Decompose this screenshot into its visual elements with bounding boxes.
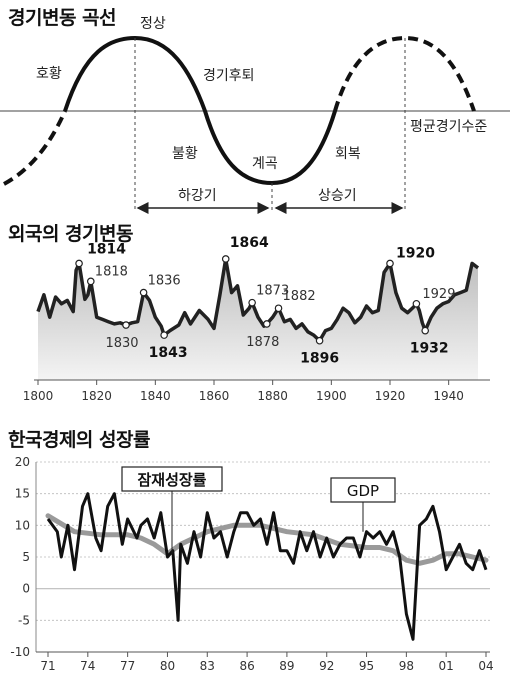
label-up-phase: 상승기 <box>318 188 357 204</box>
foreign-point-label: 1873 <box>256 284 289 299</box>
korea-x-tick-label: 92 <box>319 659 334 673</box>
foreign-tick-label: 1840 <box>140 389 171 403</box>
korea-x-tick-label: 01 <box>439 659 454 673</box>
cycle-title: 경기변동 곡선 <box>8 7 116 29</box>
foreign-cycle-panel: 외국의 경기변동 1800 1820 1840 1860 1880 1900 1920 194… <box>8 223 490 403</box>
label-recession: 경기후퇴 <box>203 68 255 84</box>
korea-y-ticks: 20 15 10 5 0 -5 -10 <box>10 455 37 659</box>
foreign-tick-label: 1940 <box>433 389 464 403</box>
potential-callout: 잠재성장률 <box>121 466 223 554</box>
foreign-x-ticks: 1800 1820 1840 1860 1880 1900 1920 1940 <box>23 380 464 403</box>
foreign-tick-label: 1800 <box>23 389 54 403</box>
foreign-point-marker <box>160 331 168 339</box>
gdp-callout-label: GDP <box>347 482 379 500</box>
korea-grid <box>36 461 490 653</box>
korea-y-tick-label: 10 <box>15 518 30 532</box>
foreign-point-marker <box>274 304 283 313</box>
cycle-curve-solid <box>63 35 337 186</box>
label-average: 평균경기수준 <box>410 119 487 135</box>
foreign-point-marker <box>122 321 130 329</box>
foreign-point-label: 1932 <box>410 341 449 357</box>
korea-y-tick-label: -10 <box>10 645 30 659</box>
foreign-point-marker <box>386 259 394 268</box>
foreign-point-label: 1814 <box>87 241 126 257</box>
korea-x-tick-label: 80 <box>160 659 175 673</box>
foreign-point-label: 1864 <box>230 235 269 251</box>
korea-growth-panel: 한국경제의 성장률 20 15 10 5 0 -5 -10 71 74 77 80 83 86 89 92… <box>8 429 494 673</box>
foreign-point-label: 1836 <box>148 274 181 289</box>
foreign-point-marker <box>421 326 430 335</box>
foreign-point-marker <box>248 298 256 307</box>
korea-title: 한국경제의 성장률 <box>8 429 150 451</box>
label-trough: 계곡 <box>252 156 278 172</box>
label-slump: 불황 <box>172 146 198 162</box>
label-down-phase: 하강기 <box>178 188 217 204</box>
foreign-point-label: 1878 <box>246 335 279 350</box>
foreign-point-label: 1818 <box>95 264 128 279</box>
potential-callout-label: 잠재성장률 <box>137 471 206 489</box>
foreign-point-label: 1843 <box>149 345 188 361</box>
foreign-point-marker <box>221 255 230 263</box>
foreign-point-marker <box>139 288 148 297</box>
foreign-point-label: 1896 <box>300 351 339 367</box>
gdp-growth-line <box>46 492 488 641</box>
gdp-callout-box <box>330 477 396 503</box>
foreign-tick-label: 1880 <box>257 389 288 403</box>
foreign-tick-label: 1920 <box>375 389 406 403</box>
label-peak: 정상 <box>140 16 166 32</box>
korea-x-tick-label: 89 <box>279 659 294 673</box>
korea-x-ticks: 71 74 77 80 83 86 89 92 95 98 01 04 <box>36 651 494 673</box>
korea-x-tick-label: 77 <box>120 659 135 673</box>
foreign-point-label: 1830 <box>105 336 138 351</box>
korea-x-tick-label: 95 <box>359 659 374 673</box>
korea-y-tick-label: 15 <box>15 487 30 501</box>
korea-y-tick-label: -5 <box>18 613 30 627</box>
korea-x-tick-label: 71 <box>40 659 55 673</box>
foreign-point-marker <box>87 277 95 286</box>
label-recovery: 회복 <box>335 146 361 162</box>
korea-x-tick-label: 74 <box>80 659 95 673</box>
foreign-point-labels: 1814 1818 1830 1836 1843 1864 1873 1878 1882 1896… <box>75 235 455 367</box>
foreign-point-marker <box>315 336 324 345</box>
foreign-tick-label: 1900 <box>316 389 347 403</box>
label-boom: 호황 <box>36 66 62 82</box>
foreign-point-label: 1920 <box>396 245 435 261</box>
foreign-point-marker <box>262 320 271 328</box>
cycle-panel: 경기변동 곡선 호황 정상 경기후퇴 평균경기수준 불황 계곡 회복 하강기 상… <box>0 7 510 214</box>
foreign-point-label: 1929 <box>422 287 455 302</box>
korea-x-tick-label: 04 <box>478 659 493 673</box>
gdp-callout: GDP <box>330 477 396 532</box>
foreign-point-marker <box>75 259 83 268</box>
korea-x-tick-label: 98 <box>399 659 414 673</box>
korea-x-tick-label: 83 <box>200 659 215 673</box>
foreign-tick-label: 1860 <box>199 389 230 403</box>
korea-y-tick-label: 0 <box>22 582 30 596</box>
potential-callout-box <box>121 466 223 492</box>
korea-x-tick-label: 86 <box>239 659 254 673</box>
foreign-tick-label: 1820 <box>81 389 112 403</box>
cycle-curve-dashed-right <box>333 35 476 112</box>
foreign-point-label: 1882 <box>283 289 316 304</box>
foreign-point-marker <box>412 299 421 308</box>
korea-y-tick-label: 5 <box>22 550 30 564</box>
korea-y-tick-label: 20 <box>15 455 30 469</box>
foreign-title: 외국의 경기변동 <box>8 223 133 245</box>
cycle-curve-dashed-left <box>3 110 67 186</box>
